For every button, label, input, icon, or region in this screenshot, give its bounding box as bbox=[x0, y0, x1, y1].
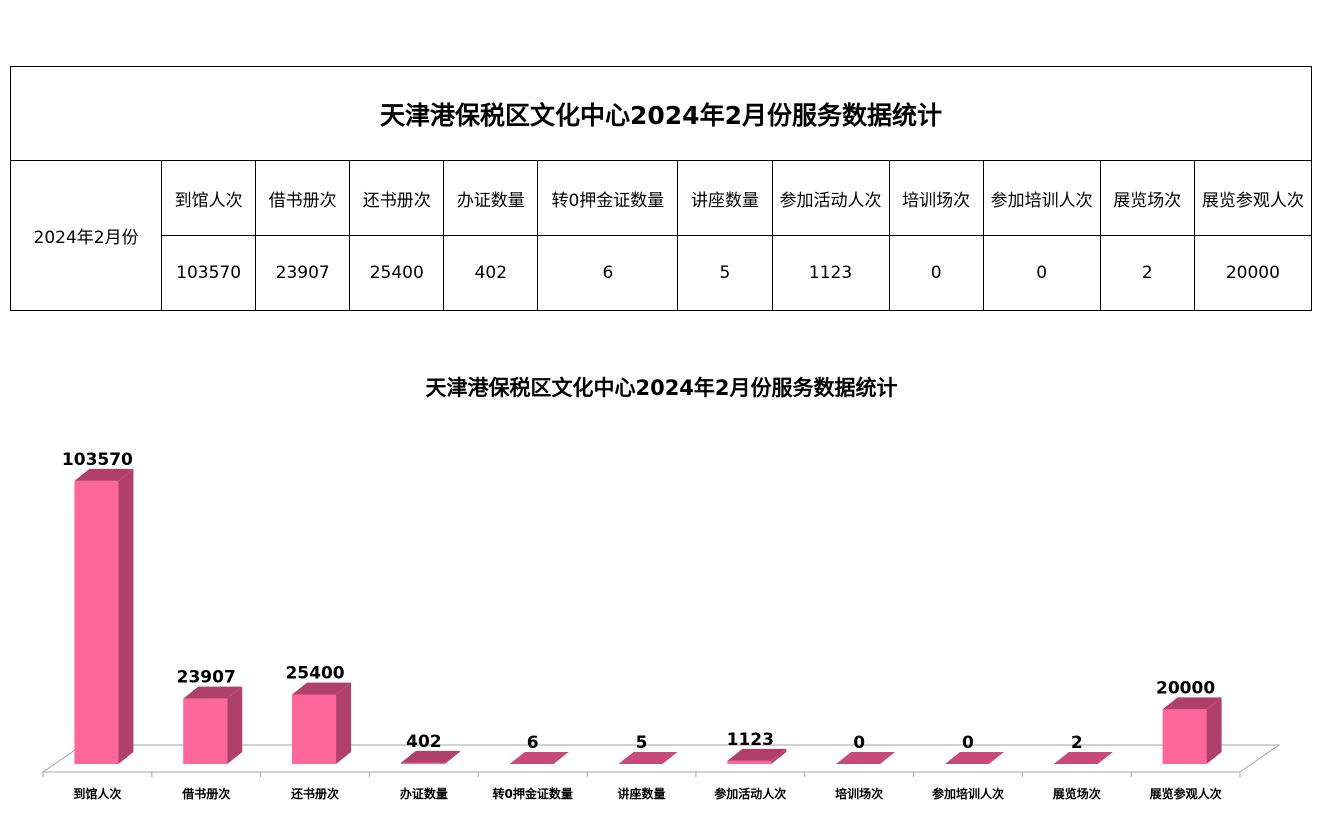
value-cell: 103570 bbox=[161, 235, 257, 311]
value-cell: 2 bbox=[1099, 235, 1195, 311]
bar-top bbox=[618, 751, 678, 764]
bar-side bbox=[118, 468, 134, 764]
bar-top bbox=[183, 686, 243, 699]
value-cell: 6 bbox=[537, 235, 679, 311]
x-tick-label: 参加活动人次 bbox=[714, 786, 786, 801]
x-tick-label: 展览场次 bbox=[1053, 786, 1101, 801]
bar-value-label: 1123 bbox=[727, 730, 774, 750]
bar-value-label: 5 bbox=[636, 733, 648, 753]
bar-value-label: 23907 bbox=[177, 668, 236, 688]
header-cell: 讲座数量 bbox=[677, 160, 773, 236]
bar-value-label: 103570 bbox=[62, 450, 133, 470]
table-title: 天津港保税区文化中心2024年2月份服务数据统计 bbox=[10, 66, 1312, 161]
table-header-row: 2024年2月份 到馆人次 借书册次 还书册次 办证数量 转0押金证数量 讲座数… bbox=[9, 160, 1313, 311]
bar-value-label: 25400 bbox=[285, 664, 344, 684]
header-cell: 展览场次 bbox=[1099, 160, 1195, 236]
x-tick-label: 参加培训人次 bbox=[932, 786, 1004, 801]
header-cell: 参加活动人次 bbox=[771, 160, 890, 236]
bar-top bbox=[727, 748, 787, 761]
bar-top bbox=[836, 752, 896, 764]
value-cell: 5 bbox=[677, 235, 773, 311]
header-cell: 培训场次 bbox=[888, 160, 984, 236]
bar-front bbox=[400, 762, 445, 764]
value-cell: 25400 bbox=[349, 235, 445, 311]
header-cell: 转0押金证数量 bbox=[537, 160, 679, 236]
x-tick-label: 培训场次 bbox=[835, 786, 883, 801]
bar-top bbox=[509, 751, 569, 764]
bar-front bbox=[727, 760, 772, 764]
bar-front bbox=[1162, 709, 1207, 764]
bar-side bbox=[336, 682, 352, 764]
x-tick-label: 办证数量 bbox=[400, 786, 448, 801]
bar-top bbox=[292, 682, 352, 695]
header-cell: 借书册次 bbox=[255, 160, 351, 236]
bar-top bbox=[1053, 751, 1113, 764]
x-tick-label: 转0押金证数量 bbox=[493, 786, 573, 801]
bar-value-label: 2 bbox=[1071, 733, 1083, 753]
x-tick-label: 到馆人次 bbox=[73, 786, 121, 801]
bar-front bbox=[292, 694, 337, 764]
header-cell: 还书册次 bbox=[349, 160, 445, 236]
x-tick-label: 讲座数量 bbox=[617, 786, 665, 801]
bar-value-label: 6 bbox=[527, 733, 539, 753]
table-value-row: 103570 23907 25400 402 6 5 1123 0 0 2 20… bbox=[11, 235, 1313, 311]
bar-value-label: 0 bbox=[962, 733, 974, 753]
value-cell: 0 bbox=[982, 235, 1101, 311]
bar-value-label: 0 bbox=[853, 733, 865, 753]
chart-floor bbox=[41, 744, 1281, 773]
bar-side bbox=[227, 686, 243, 764]
value-cell: 1123 bbox=[771, 235, 890, 311]
chart-title: 天津港保税区文化中心2024年2月份服务数据统计 bbox=[425, 376, 898, 400]
bar-side bbox=[1206, 697, 1222, 764]
bar-value-label: 20000 bbox=[1156, 678, 1215, 698]
bar-top bbox=[1162, 697, 1222, 710]
bar-value-label: 402 bbox=[406, 732, 442, 752]
bar-top bbox=[944, 752, 1004, 764]
bar-front bbox=[74, 480, 119, 764]
stats-table: 天津港保税区文化中心2024年2月份服务数据统计 2024年2月份 到馆人次 借… bbox=[9, 66, 1313, 311]
bar-side bbox=[771, 748, 787, 764]
bar-side bbox=[444, 750, 460, 764]
value-cell: 20000 bbox=[1193, 235, 1313, 311]
header-cell: 展览参观人次 bbox=[1193, 160, 1313, 236]
value-cell: 23907 bbox=[255, 235, 351, 311]
value-cell: 0 bbox=[888, 235, 984, 311]
x-tick-label: 借书册次 bbox=[181, 786, 230, 801]
header-cell: 到馆人次 bbox=[161, 160, 257, 236]
row-label: 2024年2月份 bbox=[9, 160, 163, 311]
x-tick-label: 展览参观人次 bbox=[1150, 786, 1222, 801]
value-cell: 402 bbox=[443, 235, 539, 311]
bar-top bbox=[400, 750, 460, 763]
bar-top bbox=[74, 468, 134, 481]
header-cell: 办证数量 bbox=[443, 160, 539, 236]
bar-front bbox=[183, 698, 228, 764]
bar-chart: 103570 到馆人次 23907 借书册次 25400 还书册次 402 办证数量 6 转0押金… bbox=[41, 450, 1281, 801]
header-cell: 参加培训人次 bbox=[982, 160, 1101, 236]
x-tick-label: 还书册次 bbox=[290, 786, 339, 801]
